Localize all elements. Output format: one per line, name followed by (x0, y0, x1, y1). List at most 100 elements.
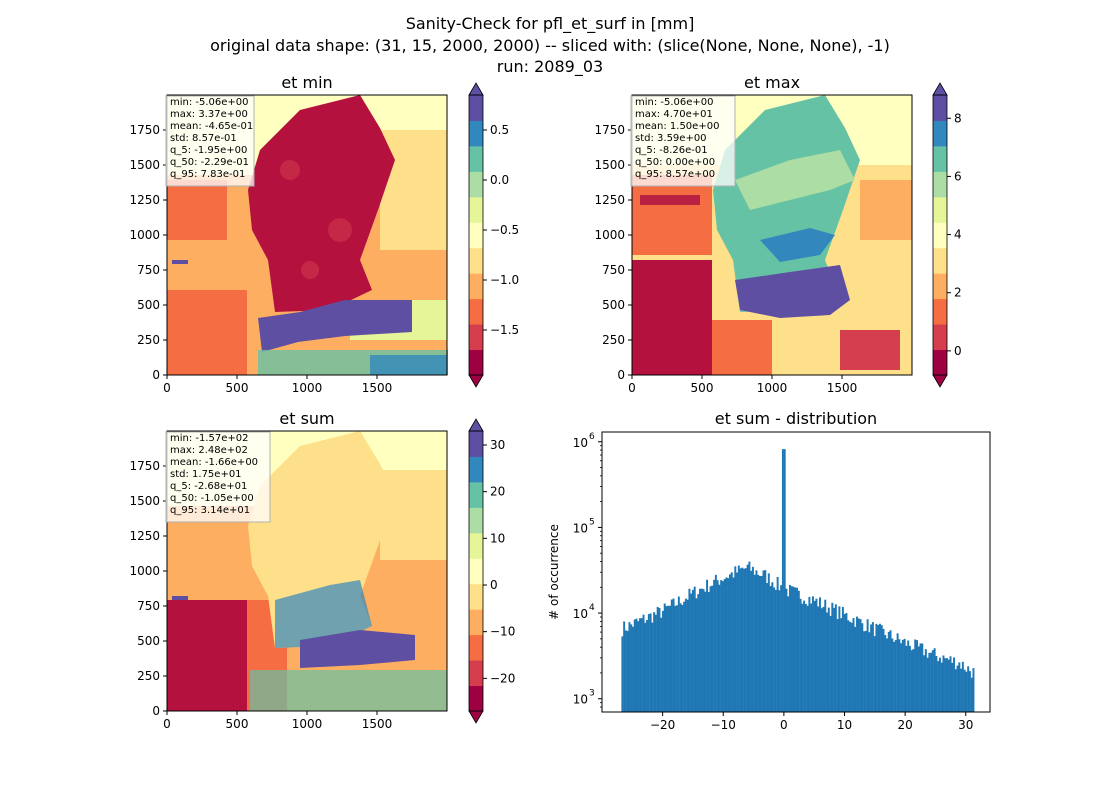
histogram-bar (968, 671, 971, 712)
histogram-bar (716, 580, 719, 712)
x-axis: 0 500 1000 1500 (163, 711, 392, 731)
histogram-bar (944, 658, 947, 712)
colorbar-extend-top (468, 418, 484, 432)
x-axis: 0 500 1000 1500 (163, 375, 392, 395)
colorbar-tick-label: 0 (490, 578, 498, 592)
stats-line: q_95: 8.57e+00 (635, 169, 715, 180)
y-tick-label: 750 (137, 263, 160, 277)
heatmap-panel-et-min: et min 0 500 1000 1500 0 250 500 750 1000 1250 15… (129, 73, 519, 395)
stats-line: max: 2.48e+02 (170, 445, 248, 456)
y-tick-label: 1250 (594, 193, 625, 207)
histogram-bar (917, 646, 920, 712)
histogram-bar (702, 589, 705, 712)
histogram-bar (683, 601, 686, 712)
histogram-bar (864, 630, 867, 712)
histogram-bar (822, 606, 825, 712)
stats-line: mean: -4.65e-01 (170, 121, 253, 132)
y-tick-label: 500 (137, 298, 160, 312)
histogram-bar (628, 622, 631, 712)
colorbar-segment (469, 507, 483, 534)
y-tick-label: 1000 (129, 564, 160, 578)
y-tick-label: 0 (617, 368, 625, 382)
histogram-bar (882, 628, 885, 712)
histogram-bar (695, 598, 698, 712)
histogram-bar (762, 570, 765, 712)
histogram-bar (690, 593, 693, 712)
histogram-bars (621, 449, 975, 712)
histogram-bar (891, 638, 894, 712)
histogram-bar (651, 622, 654, 712)
colorbar-segment (933, 95, 947, 121)
histogram-bar (706, 579, 709, 712)
colorbar-tick-label: 10 (490, 531, 505, 545)
y-tick-exponent: 4 (589, 603, 595, 613)
colorbar-segment (933, 120, 947, 147)
colorbar-segment (469, 532, 483, 559)
histogram-bar (870, 624, 873, 712)
histogram-bar (672, 598, 675, 712)
x-tick-label: 0 (163, 381, 171, 395)
histogram-bar (829, 615, 832, 712)
y-tick-label: 500 (137, 634, 160, 648)
y-tick-label: 1750 (594, 123, 625, 137)
histogram-bar (947, 659, 950, 712)
histogram-bar (900, 643, 903, 712)
colorbar-segment (469, 456, 483, 483)
stats-line: q_95: 3.14e+01 (170, 505, 250, 516)
histogram-bar (901, 639, 904, 712)
histogram-bar (854, 626, 857, 712)
histogram-bar (935, 656, 938, 712)
histogram-bar (887, 631, 890, 712)
histogram-bar (626, 630, 629, 712)
colorbar-frame (468, 94, 484, 376)
histogram-bar (665, 606, 668, 712)
stats-box: min: -5.06e+00 max: 4.70e+01 mean: 1.50e… (630, 95, 736, 187)
y-tick-label: 250 (137, 669, 160, 683)
colorbar-tick-label: 20 (490, 485, 505, 499)
x-tick-label: 0 (163, 717, 171, 731)
colorbar-segment (469, 145, 483, 172)
x-tick-label: 500 (226, 717, 249, 731)
histogram-bar (877, 625, 880, 712)
colorbar-segment (469, 273, 483, 300)
colorbar-segment (469, 247, 483, 274)
stats-line: min: -5.06e+00 (635, 97, 714, 108)
histogram-bar (896, 633, 899, 712)
colorbar-tick-label: 30 (490, 438, 505, 452)
panel-title: et sum - distribution (715, 409, 877, 428)
histogram-bar (730, 572, 733, 712)
stats-line: q_5: -2.68e+01 (170, 481, 247, 492)
histogram-bar (960, 668, 963, 712)
histogram-bar (820, 608, 823, 712)
histogram-bar (718, 584, 721, 712)
histogram-bar (857, 618, 860, 712)
colorbar-segment (469, 298, 483, 325)
histogram-bar (633, 619, 636, 712)
histogram-bar (640, 618, 643, 712)
histogram-bar (806, 605, 809, 712)
colorbar-segment (469, 660, 483, 687)
histogram-bar (653, 612, 656, 712)
colorbar: 0.5 0.0 −0.5 −1.0 −1.5 (468, 82, 519, 388)
histogram-bar (845, 613, 848, 712)
colorbar-tick-label: 0 (954, 344, 962, 358)
histogram-bar (970, 677, 973, 712)
histogram-bar (866, 619, 869, 712)
colorbar-segment (469, 481, 483, 508)
colorbar-segment (469, 349, 483, 376)
colorbar-segment (933, 273, 947, 300)
y-tick-label: 10 (573, 436, 588, 450)
histogram-bar (912, 649, 915, 712)
histogram-bar (656, 606, 659, 712)
histogram-bar (972, 668, 975, 712)
colorbar-segment (469, 634, 483, 661)
histogram-bar (736, 572, 739, 712)
colorbar-segment (933, 196, 947, 223)
heatmap-image (167, 95, 448, 375)
histogram-bar (859, 619, 862, 712)
histogram-bar (732, 577, 735, 712)
histogram-bar (910, 650, 913, 712)
y-tick-label: 250 (602, 333, 625, 347)
histogram-bar (760, 575, 763, 712)
histogram-bar (723, 579, 726, 712)
